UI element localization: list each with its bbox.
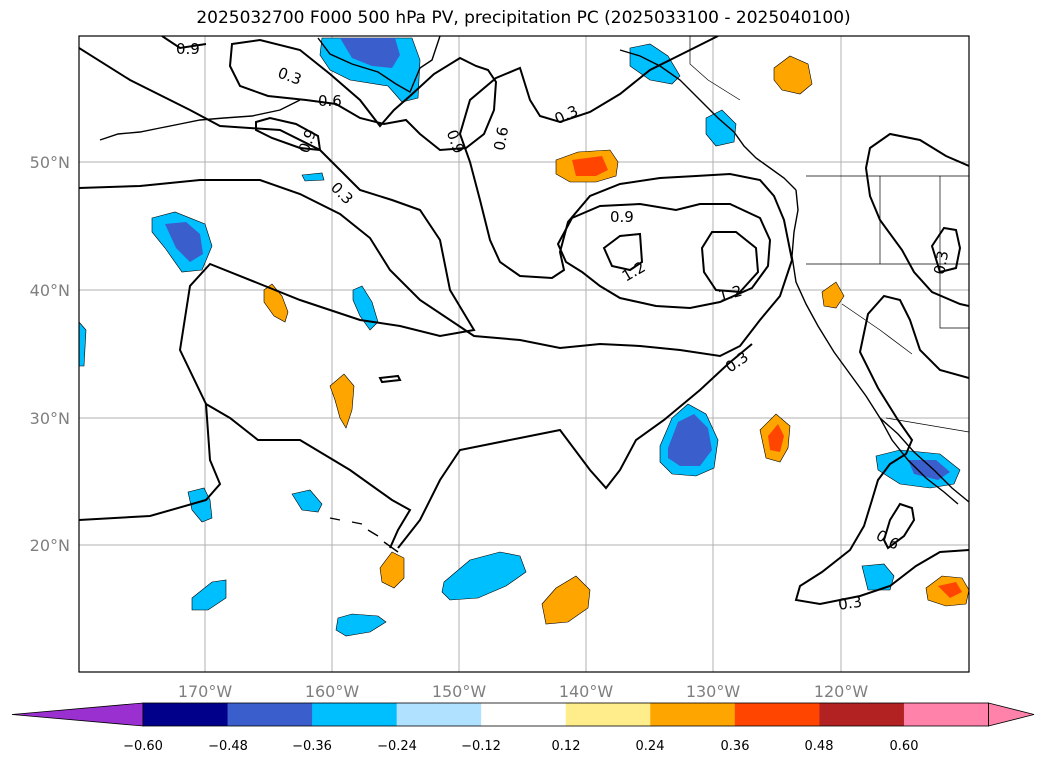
contour-label: 0.9 [176, 40, 200, 58]
precip-blob-blue-158w-south [335, 613, 387, 637]
colorbar-tick-label: 0.24 [636, 739, 665, 754]
coast-baja [879, 417, 959, 505]
colorbar-tick-label: 0.12 [552, 739, 581, 754]
coast-west-usa [791, 189, 969, 503]
lon-label-130w: 130°W [686, 682, 741, 700]
colorbar-bin [396, 703, 482, 726]
colorbar-tick-label: −0.48 [208, 739, 248, 754]
longitude-labels: 170°W 160°W 150°W 140°W 130°W 120°W [178, 682, 869, 700]
precip-blob-orange-159w [329, 373, 355, 429]
lat-label-40n: 40°N [30, 281, 70, 300]
border-states-3 [939, 176, 969, 329]
contour-0.9-aleut [255, 116, 322, 152]
colorbar-ticks: −0.60 −0.48 −0.36 −0.24 −0.12 0.12 0.24 … [123, 739, 918, 754]
colorbar-frame [142, 702, 989, 727]
precip-blob-red-111w [938, 582, 962, 598]
colorbar-bin [143, 703, 229, 726]
colorbar-tick-label: 0.60 [890, 739, 919, 754]
colorbar-bin [565, 703, 651, 726]
lon-label-160w: 160°W [305, 682, 360, 700]
colorbar-bin [227, 703, 313, 726]
precip-blob-orange-123w [821, 281, 845, 309]
chart-title: 2025032700 F000 500 hPa PV, precipitatio… [196, 8, 851, 28]
contour-label: 0.3 [837, 593, 863, 614]
colorbar-bin [734, 703, 820, 726]
contour-label: 0.9 [610, 208, 634, 226]
contour-0.6-closed [228, 38, 498, 152]
precipitation-shading [79, 37, 969, 637]
colorbar-bin [312, 703, 398, 726]
lon-label-150w: 150°W [432, 682, 487, 700]
lat-label-30n: 30°N [30, 409, 70, 428]
contour-0.3-ne [864, 132, 969, 307]
precip-blob-alaska-core [340, 38, 400, 68]
colorbar-extend-min [11, 702, 144, 727]
contour-label: 0.6 [490, 125, 512, 152]
precip-blob-orange-165w [263, 283, 289, 323]
precip-blob-blue-117w-south [861, 563, 895, 591]
precip-blob-blue-130w-north [705, 109, 737, 147]
contour-0.9-west [161, 36, 207, 50]
lat-label-50n: 50°N [30, 153, 70, 172]
precip-blob-blue-158w [352, 285, 379, 331]
contour-label: 1.2 [716, 282, 744, 306]
contour-0.3-small [378, 374, 402, 384]
precip-blob-west-aleut-core [165, 222, 203, 262]
coast-alaska [317, 36, 441, 94]
contour-0.3-se-loop [794, 294, 969, 606]
contour-1.2-east [700, 231, 760, 294]
contour-0.9-center [556, 202, 772, 310]
lon-label-140w: 140°W [559, 682, 614, 700]
coast-aleutians [99, 99, 301, 141]
precip-blob-blue-161w [291, 489, 323, 513]
contour-label: 0.3 [930, 249, 952, 276]
colorbar-bin [650, 703, 736, 726]
map-frame [78, 35, 970, 673]
colorbar-tick-label: −0.36 [292, 739, 332, 754]
contour-0.3-mid [79, 36, 794, 358]
precip-blob-red-140w-north [572, 156, 608, 176]
colorbar-tick-label: 0.36 [721, 739, 750, 754]
precip-blob-orange-125w-north [773, 55, 813, 95]
pv-contours [79, 36, 969, 606]
precip-blob-blue-left-edge [79, 321, 87, 367]
contour-1.2-west [602, 232, 644, 272]
precip-blob-orange-155w [379, 551, 405, 589]
precip-blob-blue-169w-south [191, 579, 227, 611]
coastlines [99, 36, 969, 553]
colorbar-tick-label: −0.12 [461, 739, 501, 754]
colorbar-tick-label: −0.24 [377, 739, 417, 754]
colorbar-bin [903, 703, 989, 726]
precip-blob-blue-133w-core [668, 414, 712, 466]
lat-label-20n: 20°N [30, 536, 70, 555]
contour-0.3-right-edge [930, 226, 962, 274]
precip-blob-blue-149w [441, 551, 527, 601]
colorbar-tick-label: −0.60 [123, 739, 163, 754]
precip-blob-small-1 [301, 172, 325, 182]
precip-blob-orange-142w [541, 575, 591, 625]
contour-0.3-south [205, 403, 412, 549]
colorbar-extend-max [988, 702, 1035, 727]
contour-label: 0.6 [318, 92, 342, 110]
map-plot: 0.9 0.3 0.6 0.9 0.9 0.6 0.3 0.3 0.9 1.2 … [30, 35, 970, 700]
coast-hawaii [329, 517, 399, 553]
lon-label-170w: 170°W [178, 682, 233, 700]
colorbar-bin [481, 703, 567, 726]
colorbar-bins [11, 702, 1035, 727]
precip-blob-blue-170w [187, 487, 213, 523]
contour-0.3-main [79, 47, 476, 521]
contour-0.3-southeast [397, 343, 753, 549]
precip-blob-red-125w [768, 424, 784, 452]
latitude-labels: 50°N 40°N 30°N 20°N [30, 153, 70, 555]
contour-0.6-se [882, 502, 916, 550]
border-us-mexico [885, 417, 969, 433]
lon-label-120w: 120°W [814, 682, 869, 700]
colorbar-bin [819, 703, 905, 726]
colorbar-tick-label: 0.48 [805, 739, 834, 754]
coast-panhandle [619, 49, 797, 191]
border-states-4 [841, 303, 913, 355]
